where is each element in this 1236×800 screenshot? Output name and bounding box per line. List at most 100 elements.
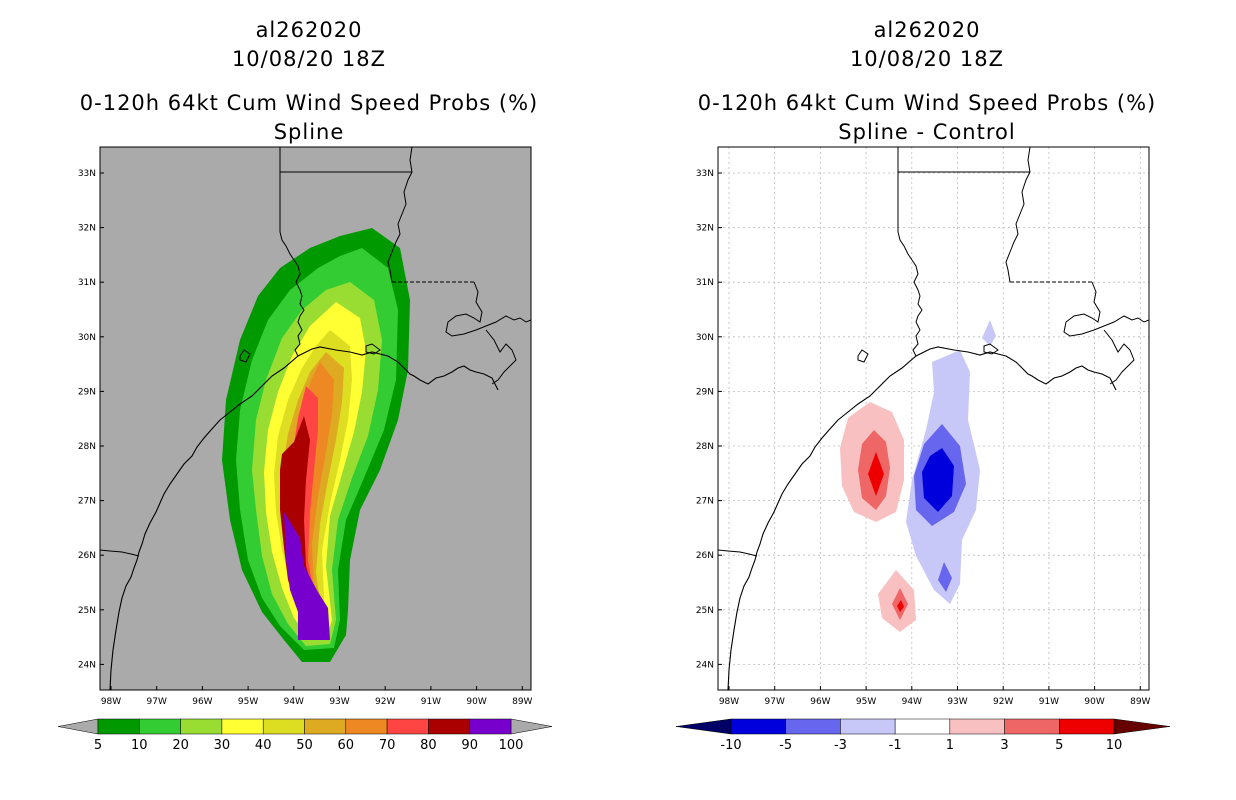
right-colorbar-swatch xyxy=(949,718,1005,735)
right-lat-label: 27N xyxy=(696,497,714,507)
left-colorbar-swatch xyxy=(345,718,388,735)
right-colorbar-label: -5 xyxy=(779,738,792,753)
left-lat-label: 29N xyxy=(78,387,96,397)
left-lon-ticks: 98W 97W 96W 95W 94W 93W 92W 91W 90W 89W xyxy=(101,686,533,707)
right-colorbar-swatch xyxy=(785,718,841,735)
left-lon-label: 90W xyxy=(466,697,486,707)
right-lon-label: 98W xyxy=(719,697,739,707)
right-lon-ticks: 98W 97W 96W 95W 94W 93W 92W 91W 90W 89W xyxy=(719,686,1151,707)
left-colorbar-label: 70 xyxy=(379,738,396,753)
right-lon-label: 93W xyxy=(947,697,967,707)
left-colorbar-swatch xyxy=(304,718,347,735)
left-colorbar-label: 60 xyxy=(338,738,355,753)
left-colorbar-swatch xyxy=(428,718,470,735)
right-title-method: Spline - Control xyxy=(838,120,1016,144)
left-lon-label: 94W xyxy=(284,697,304,707)
left-colorbar-label: 80 xyxy=(420,738,437,753)
right-lat-label: 24N xyxy=(696,660,714,670)
right-lat-label: 26N xyxy=(696,551,714,561)
left-colorbar-swatch xyxy=(221,718,264,735)
left-title-date: 10/08/20 18Z xyxy=(231,47,387,71)
right-lon-label: 96W xyxy=(810,697,830,707)
left-lat-label: 26N xyxy=(78,551,96,561)
left-lat-label: 31N xyxy=(78,278,96,288)
left-lat-ticks: 33N 32N 31N 30N 29N 28N 27N 26N 25N 24N xyxy=(78,169,104,670)
right-colorbar-swatch xyxy=(840,718,896,735)
left-lat-label: 24N xyxy=(78,660,96,670)
right-colorbar: -10 -5 -3 -1 1 3 5 10 xyxy=(675,718,1171,753)
left-colorbar-label: 5 xyxy=(94,738,102,753)
left-colorbar-label: 30 xyxy=(214,738,231,753)
right-title-product: 0-120h 64kt Cum Wind Speed Probs (%) xyxy=(697,91,1157,115)
left-colorbar-label: 90 xyxy=(461,738,478,753)
left-lon-label: 96W xyxy=(192,697,212,707)
right-lat-label: 33N xyxy=(696,169,714,179)
left-colorbar-swatch xyxy=(97,718,140,735)
left-lat-label: 28N xyxy=(78,442,96,452)
left-colorbar-label: 10 xyxy=(131,738,148,753)
right-lat-label: 32N xyxy=(696,224,714,234)
left-lon-label: 95W xyxy=(238,697,258,707)
right-lat-label: 25N xyxy=(696,606,714,616)
right-colorbar-label: 3 xyxy=(1000,738,1008,753)
right-lat-label: 28N xyxy=(696,442,714,452)
left-lon-label: 97W xyxy=(147,697,167,707)
right-colorbar-label: -1 xyxy=(889,738,902,753)
right-colorbar-swatch xyxy=(1059,718,1115,735)
left-lat-label: 27N xyxy=(78,497,96,507)
right-lon-label: 95W xyxy=(856,697,876,707)
right-lon-label: 91W xyxy=(1039,697,1059,707)
left-colorbar-swatch xyxy=(180,718,223,735)
right-lon-label: 94W xyxy=(902,697,922,707)
right-colorbar-swatch xyxy=(1004,718,1060,735)
left-colorbar-swatch xyxy=(139,718,181,735)
left-colorbar-label: 100 xyxy=(499,738,524,753)
right-lon-label: 90W xyxy=(1084,697,1104,707)
right-colorbar-label: -10 xyxy=(720,738,741,753)
left-colorbar-swatch xyxy=(262,718,305,735)
right-lon-label: 97W xyxy=(765,697,785,707)
left-lat-label: 30N xyxy=(78,333,96,343)
left-title-method: Spline xyxy=(273,120,345,144)
left-lon-label: 89W xyxy=(512,697,532,707)
left-colorbar-high-arrow xyxy=(510,718,553,735)
left-lon-label: 93W xyxy=(329,697,349,707)
left-lon-label: 91W xyxy=(421,697,441,707)
right-lat-ticks: 33N 32N 31N 30N 29N 28N 27N 26N 25N 24N xyxy=(696,169,722,670)
right-title-storm: al262020 xyxy=(873,18,981,42)
left-map: 33N 32N 31N 30N 29N 28N 27N 26N 25N 24N 98W 97W 96W… xyxy=(78,146,533,707)
right-map-frame xyxy=(717,146,1150,691)
left-lat-label: 32N xyxy=(78,224,96,234)
right-map: 33N 32N 31N 30N 29N 28N 27N 26N 25N 24N 98W 97W 96W… xyxy=(696,146,1151,707)
right-colorbar-high-arrow xyxy=(1113,718,1171,735)
right-colorbar-low-arrow xyxy=(675,718,732,735)
right-colorbar-swatch xyxy=(894,718,951,735)
right-colorbar-swatch xyxy=(730,718,786,735)
left-colorbar-swatch xyxy=(469,718,512,735)
left-lon-label: 92W xyxy=(375,697,395,707)
right-lon-label: 92W xyxy=(993,697,1013,707)
left-colorbar-label: 20 xyxy=(172,738,189,753)
right-lat-label: 31N xyxy=(696,278,714,288)
right-lat-label: 29N xyxy=(696,387,714,397)
left-map-frame xyxy=(99,146,532,691)
right-title-date: 10/08/20 18Z xyxy=(849,47,1005,71)
left-colorbar-label: 50 xyxy=(296,738,313,753)
left-colorbar-swatch xyxy=(386,718,429,735)
right-colorbar-label: 5 xyxy=(1055,738,1063,753)
right-colorbar-label: 10 xyxy=(1106,738,1123,753)
right-colorbar-label: -3 xyxy=(834,738,847,753)
left-probability-contours xyxy=(222,228,410,662)
left-colorbar-label: 40 xyxy=(255,738,272,753)
left-colorbar: 5 10 20 30 40 50 60 70 80 90 100 xyxy=(57,718,553,753)
left-title-storm: al262020 xyxy=(255,18,363,42)
left-lon-label: 98W xyxy=(101,697,121,707)
right-difference-contours xyxy=(840,320,996,632)
right-colorbar-label: 1 xyxy=(946,738,954,753)
left-title-product: 0-120h 64kt Cum Wind Speed Probs (%) xyxy=(79,91,539,115)
left-lat-label: 25N xyxy=(78,606,96,616)
left-lat-label: 33N xyxy=(78,169,96,179)
left-colorbar-low-arrow xyxy=(57,718,99,735)
right-lon-label: 89W xyxy=(1130,697,1150,707)
